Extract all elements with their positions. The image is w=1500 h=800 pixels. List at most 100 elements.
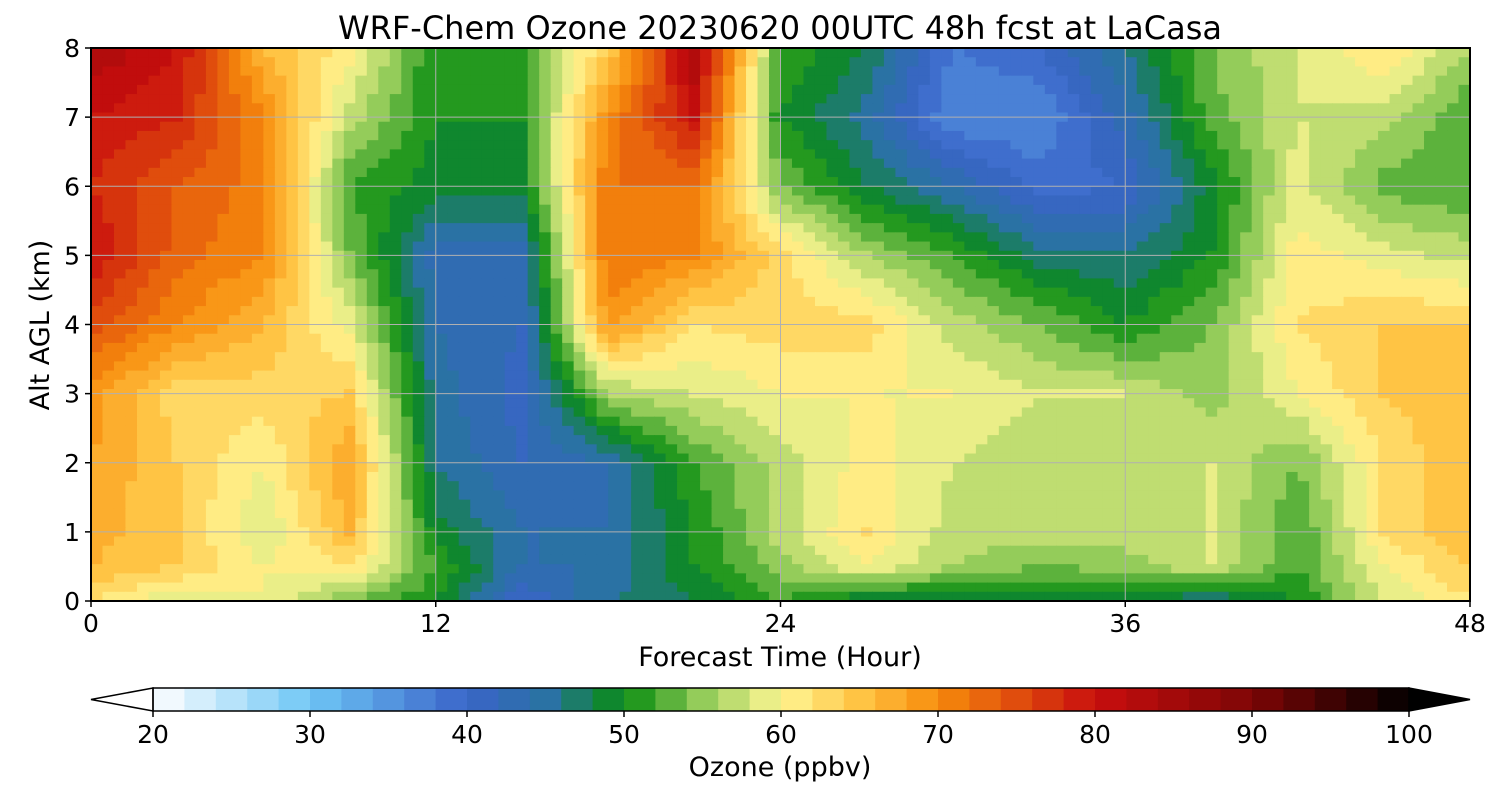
heatmap-cell [1263,259,1276,270]
heatmap-cell [585,195,598,206]
heatmap-cell [952,121,965,132]
heatmap-cell [952,315,965,326]
heatmap-cell [263,121,276,132]
heatmap-cell [320,425,333,436]
heatmap-cell [1355,66,1368,77]
heatmap-cell [113,352,127,362]
heatmap-cell [1389,48,1402,58]
heatmap-cell [1389,296,1402,307]
heatmap-cell [1343,306,1356,316]
heatmap-cell [355,195,368,206]
heatmap-cell [906,425,919,436]
heatmap-cell [424,57,437,68]
heatmap-cell [585,425,598,436]
heatmap-cell [872,232,885,243]
heatmap-cell [987,66,1000,77]
heatmap-cell [274,407,287,418]
heatmap-cell [791,75,805,86]
heatmap-cell [1297,57,1310,68]
heatmap-cell [1355,352,1368,362]
heatmap-cell [401,149,414,160]
heatmap-cell [906,130,919,141]
heatmap-cell [1458,361,1470,372]
heatmap-cell [849,121,862,132]
heatmap-cell [550,66,563,77]
heatmap-cell [688,130,701,141]
heatmap-cell [435,425,448,436]
heatmap-cell [171,140,184,150]
heatmap-cell [849,103,862,114]
heatmap-cell [849,186,862,197]
heatmap-cell [113,232,127,243]
heatmap-cell [654,287,667,298]
heatmap-cell [906,75,919,86]
heatmap-cell [734,278,747,289]
heatmap-cell [378,296,391,307]
heatmap-cell [447,48,460,58]
heatmap-cell [91,425,104,436]
heatmap-cell [1067,379,1080,390]
heatmap-cell [573,177,586,187]
heatmap-cell [619,167,632,178]
heatmap-cell [791,296,805,307]
heatmap-cell [941,287,954,298]
heatmap-cell [1389,223,1402,233]
heatmap-cell [389,416,402,427]
heatmap-cell [837,324,851,335]
heatmap-cell [343,259,356,270]
heatmap-cell [1286,140,1299,150]
heatmap-cell [1217,379,1230,390]
heatmap-cell [1458,407,1470,418]
heatmap-cell [481,278,494,289]
heatmap-cell [608,57,621,68]
heatmap-cell [791,158,805,169]
heatmap-cell [1067,352,1080,362]
heatmap-cell [125,57,138,68]
heatmap-cell [952,416,965,427]
heatmap-cell [1010,333,1023,344]
heatmap-cell [1240,57,1253,68]
heatmap-cell [1033,398,1046,409]
heatmap-cell [1056,223,1069,233]
heatmap-cell [1366,140,1379,150]
heatmap-cell [1148,66,1161,77]
heatmap-cell [412,269,425,280]
heatmap-cell [1033,324,1046,335]
heatmap-cell [734,121,747,132]
heatmap-cell [1251,140,1264,150]
heatmap-cell [228,306,241,316]
heatmap-cell [102,241,115,252]
heatmap-cell [1033,296,1046,307]
heatmap-cell [102,416,115,427]
heatmap-cell [1182,167,1195,178]
heatmap-cell [837,398,851,409]
heatmap-cell [860,259,874,270]
heatmap-cell [998,57,1011,68]
heatmap-cell [700,278,713,289]
heatmap-cell [1435,186,1448,197]
heatmap-cell [1389,259,1402,270]
heatmap-cell [297,186,310,197]
heatmap-cell [918,195,931,206]
heatmap-cell [1171,342,1184,353]
heatmap-cell [1401,103,1414,114]
heatmap-cell [1424,204,1437,215]
heatmap-cell [1021,352,1034,362]
heatmap-cell [1171,48,1184,58]
heatmap-cell [1332,140,1345,150]
heatmap-cell [1274,379,1287,390]
heatmap-cell [1182,361,1195,372]
heatmap-cell [205,177,219,187]
heatmap-cell [1010,223,1023,233]
heatmap-cell [665,130,678,141]
heatmap-cell [1332,130,1345,141]
heatmap-cell [987,158,1000,169]
heatmap-cell [458,416,471,427]
heatmap-cell [929,259,942,270]
heatmap-cell [1090,204,1103,215]
heatmap-cell [1148,278,1161,289]
heatmap-cell [1113,379,1126,390]
heatmap-cell [585,140,598,150]
heatmap-cell [860,130,874,141]
heatmap-cell [343,361,356,372]
